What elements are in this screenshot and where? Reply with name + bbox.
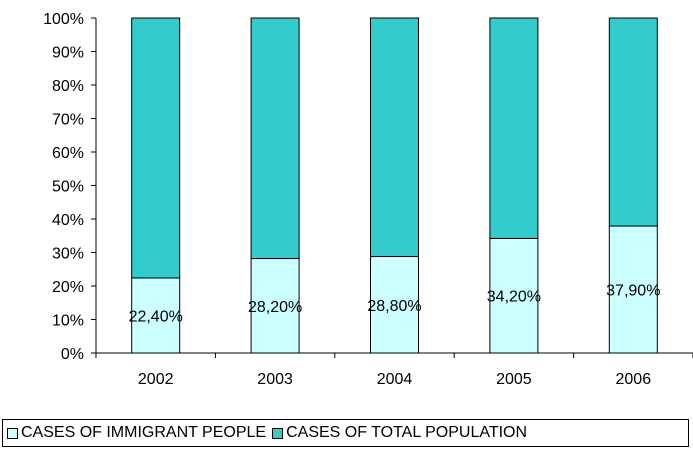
legend-swatch-total bbox=[272, 427, 284, 439]
x-axis: 2002 2003 2004 2005 2006 bbox=[95, 352, 693, 388]
y-tick-label: 40% bbox=[52, 212, 84, 229]
bars bbox=[131, 17, 658, 354]
data-label-2004: 28,80% bbox=[367, 298, 421, 315]
y-tick-label: 100% bbox=[43, 11, 84, 28]
y-axis: 0% 10% 20% 30% 40% 50% 60% 70% 80% 90% 100% bbox=[43, 11, 97, 363]
x-tick-label: 2003 bbox=[257, 371, 293, 388]
data-label-2005: 34,20% bbox=[487, 289, 541, 306]
data-label-2003: 28,20% bbox=[248, 299, 302, 316]
y-tick-label: 80% bbox=[52, 78, 84, 95]
bar-total-2002 bbox=[131, 17, 181, 279]
data-labels: 22,40% 28,20% 28,80% 34,20% 37,90% bbox=[129, 283, 661, 326]
bar-total-2006 bbox=[608, 17, 658, 227]
data-label-2002: 22,40% bbox=[129, 308, 183, 325]
y-tick-label: 90% bbox=[52, 45, 84, 62]
bar-total-2004 bbox=[370, 17, 419, 258]
legend-item-immigrant: CASES OF IMMIGRANT PEOPLE bbox=[7, 424, 266, 442]
stacked-bar-chart: 0%10%20%30%40%50%60%70%80%90%100% 2002 20… bbox=[43, 11, 693, 388]
legend-label-immigrant: CASES OF IMMIGRANT PEOPLE bbox=[21, 424, 267, 441]
y-tick-label: 60% bbox=[52, 145, 84, 162]
y-tick-label: 70% bbox=[52, 112, 84, 129]
data-label-2006: 37,90% bbox=[606, 283, 660, 300]
bar-immigrant-2005 bbox=[489, 237, 539, 354]
x-tick-label: 2004 bbox=[377, 371, 413, 388]
bar-immigrant-2006 bbox=[608, 225, 658, 354]
bar-total-2005 bbox=[489, 17, 539, 239]
legend-swatch-immigrant bbox=[7, 427, 18, 439]
y-tick-label: 0% bbox=[61, 346, 84, 363]
bar-total-2003 bbox=[250, 17, 300, 260]
x-tick-label: 2006 bbox=[616, 371, 652, 388]
y-tick-label: 30% bbox=[52, 246, 84, 263]
x-tick-label: 2002 bbox=[138, 371, 174, 388]
legend: CASES OF IMMIGRANT PEOPLE CASES OF TOTAL… bbox=[2, 419, 689, 447]
y-tick-label: 10% bbox=[52, 313, 84, 330]
y-tick-label: 20% bbox=[52, 279, 84, 296]
bar-immigrant-2004 bbox=[370, 256, 419, 354]
x-tick-label: 2005 bbox=[496, 371, 532, 388]
y-tick-label: 50% bbox=[52, 179, 84, 196]
legend-item-total: CASES OF TOTAL POPULATION bbox=[272, 424, 527, 442]
legend-label-total: CASES OF TOTAL POPULATION bbox=[286, 424, 528, 441]
